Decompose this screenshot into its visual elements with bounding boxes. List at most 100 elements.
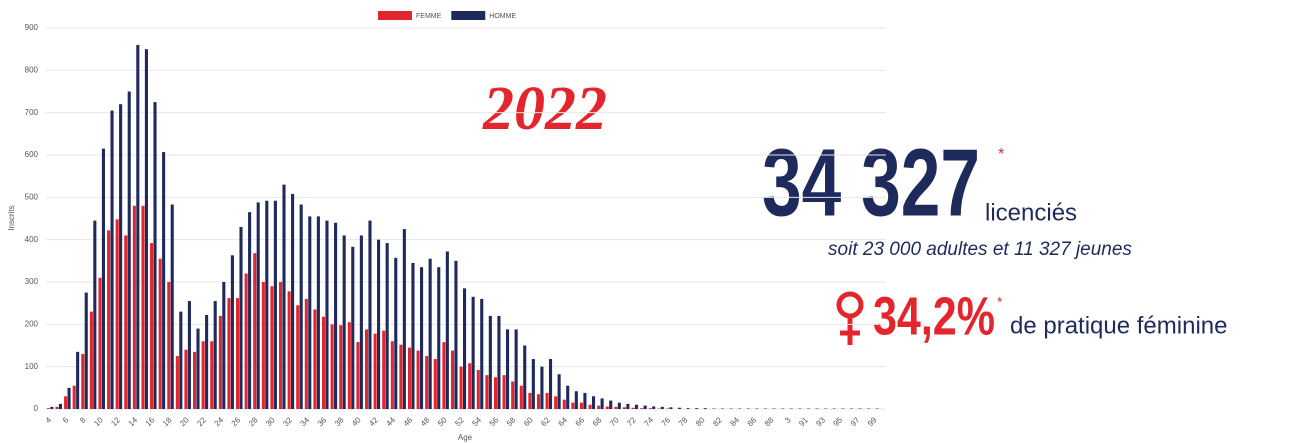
- x-tick-label: 28: [247, 415, 260, 428]
- x-tick-label: 95: [832, 415, 845, 428]
- x-tick-label: 48: [419, 415, 432, 428]
- x-tick-label: 80: [694, 415, 707, 428]
- bar: [265, 200, 269, 409]
- legend-label: HOMME: [489, 13, 516, 20]
- x-tick-label: 18: [161, 415, 174, 428]
- bar: [480, 298, 484, 409]
- bar: [523, 345, 527, 409]
- bar: [359, 235, 363, 409]
- x-tick-label: 24: [213, 415, 226, 428]
- bar: [296, 305, 300, 409]
- x-tick-label: 66: [574, 415, 587, 428]
- x-tick-label: 78: [677, 415, 690, 428]
- bar: [321, 316, 326, 409]
- y-tick-label: 100: [25, 362, 39, 371]
- x-tick-label: 82: [711, 415, 724, 428]
- bar: [364, 329, 369, 409]
- bar: [450, 350, 455, 409]
- bar: [660, 406, 664, 409]
- bar: [368, 220, 372, 409]
- bar: [115, 219, 119, 409]
- bar: [93, 220, 97, 409]
- bar: [89, 311, 93, 409]
- x-tick-label: 36: [316, 415, 329, 428]
- total-unit: licenciés: [985, 199, 1077, 226]
- bar: [170, 204, 174, 409]
- bar: [304, 298, 308, 409]
- x-tick-label: 74: [642, 415, 655, 428]
- bar: [390, 341, 394, 409]
- bar: [416, 350, 420, 409]
- bar: [394, 257, 398, 409]
- y-tick-label: 200: [25, 319, 39, 328]
- bar: [399, 344, 403, 409]
- x-axis-label: Age: [458, 433, 473, 442]
- bar: [591, 396, 596, 409]
- total-star: *: [998, 146, 1004, 163]
- bar: [497, 315, 501, 409]
- bar: [162, 152, 166, 409]
- bar: [110, 110, 114, 410]
- bar: [643, 405, 647, 409]
- bar: [437, 267, 441, 409]
- x-tick-label: 84: [728, 415, 741, 428]
- bar: [187, 301, 191, 409]
- x-tick-label: 70: [608, 415, 621, 428]
- x-tick-label: 68: [591, 415, 604, 428]
- x-tick-label: 62: [539, 415, 552, 428]
- bar: [425, 356, 429, 409]
- bar: [158, 258, 162, 409]
- bar: [55, 406, 59, 409]
- bar: [626, 403, 630, 409]
- bar: [291, 193, 295, 409]
- y-tick-label: 700: [25, 108, 39, 117]
- bar: [253, 253, 257, 409]
- bar: [76, 351, 80, 409]
- bar: [287, 291, 291, 409]
- bar: [677, 407, 682, 409]
- total: 34 327: [762, 129, 980, 236]
- bar: [356, 342, 360, 409]
- bar: [230, 255, 234, 409]
- female-share: 34,2%: [873, 286, 995, 346]
- bar: [579, 402, 584, 409]
- x-tick-label: 46: [402, 415, 415, 428]
- bar: [193, 351, 197, 409]
- x-tick-label: 42: [367, 415, 380, 428]
- y-tick-label: 400: [25, 235, 39, 244]
- bar: [119, 104, 123, 409]
- bar: [588, 404, 592, 409]
- y-tick-label: 500: [25, 192, 39, 201]
- bar: [239, 226, 243, 409]
- bar: [127, 91, 131, 409]
- x-tick-label: 38: [333, 415, 346, 428]
- bar: [488, 315, 492, 409]
- bar: [196, 328, 200, 409]
- bar: [652, 406, 656, 409]
- bar: [107, 230, 111, 409]
- bar: [46, 408, 50, 409]
- bar: [316, 216, 320, 409]
- bar: [471, 296, 475, 409]
- bar: [583, 392, 587, 409]
- bar: [557, 374, 561, 409]
- bar: [597, 405, 601, 409]
- x-tick-label: 50: [436, 415, 449, 428]
- bar: [554, 396, 558, 409]
- bar: [502, 375, 506, 409]
- bar: [433, 359, 437, 409]
- bar: [669, 407, 673, 409]
- bar: [385, 243, 389, 409]
- bar: [442, 342, 446, 409]
- bar: [236, 298, 240, 409]
- bar: [514, 329, 518, 409]
- bar: [377, 239, 381, 409]
- bar: [210, 341, 214, 409]
- x-tick-label: 58: [505, 415, 518, 428]
- bar: [617, 402, 621, 409]
- bar: [622, 407, 627, 409]
- x-tick-label: 86: [746, 415, 759, 428]
- bar: [609, 400, 613, 409]
- x-tick-label: 44: [384, 415, 397, 428]
- female-icon: [836, 291, 864, 345]
